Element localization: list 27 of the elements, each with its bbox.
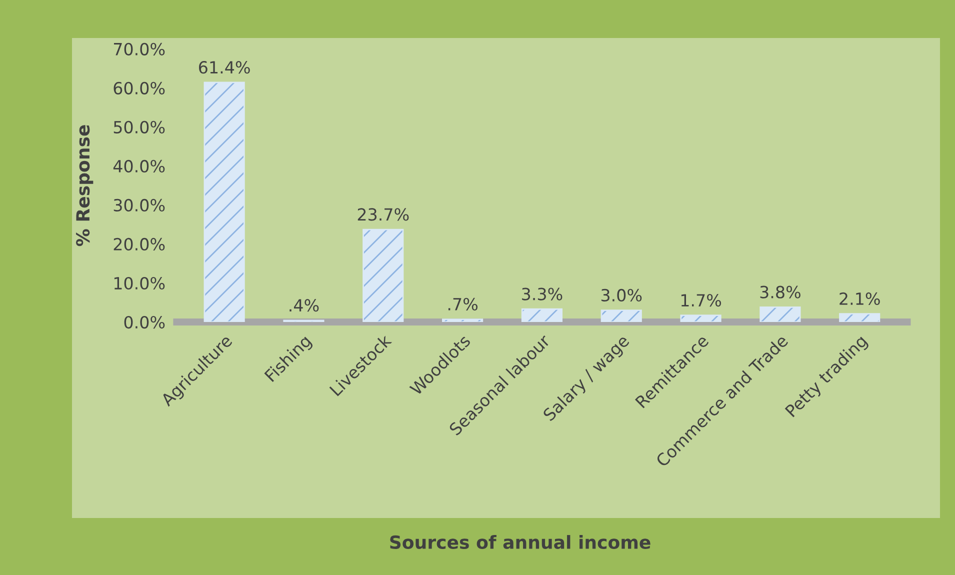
bar xyxy=(521,308,563,322)
bar xyxy=(839,313,880,322)
y-tick-label: 70.0% xyxy=(114,42,165,56)
data-label: .4% xyxy=(290,299,319,312)
x-axis-title: Sources of annual income xyxy=(390,535,650,550)
data-label: 61.4% xyxy=(199,61,250,74)
data-label: 23.7% xyxy=(358,208,409,221)
bar xyxy=(760,306,801,322)
bar xyxy=(442,318,484,322)
bar xyxy=(362,228,404,322)
y-tick-label: 60.0% xyxy=(114,82,165,94)
y-tick-label: 50.0% xyxy=(114,120,165,134)
bar xyxy=(600,310,642,322)
data-label: 3.0% xyxy=(601,288,642,302)
y-tick-label: 0.0% xyxy=(124,316,165,329)
data-label: 1.7% xyxy=(681,294,722,307)
bar xyxy=(680,314,722,322)
y-tick-label: 40.0% xyxy=(113,160,165,172)
data-label: .7% xyxy=(448,298,478,310)
bar xyxy=(204,82,245,322)
y-tick-label: 30.0% xyxy=(114,198,165,212)
data-label: 3.8% xyxy=(760,286,800,298)
y-tick-label: 10.0% xyxy=(114,276,165,290)
data-label: 2.1% xyxy=(840,292,880,306)
data-label: 3.3% xyxy=(522,288,562,300)
y-axis-title: % Response xyxy=(76,125,94,246)
y-tick-label: 20.0% xyxy=(114,238,165,251)
